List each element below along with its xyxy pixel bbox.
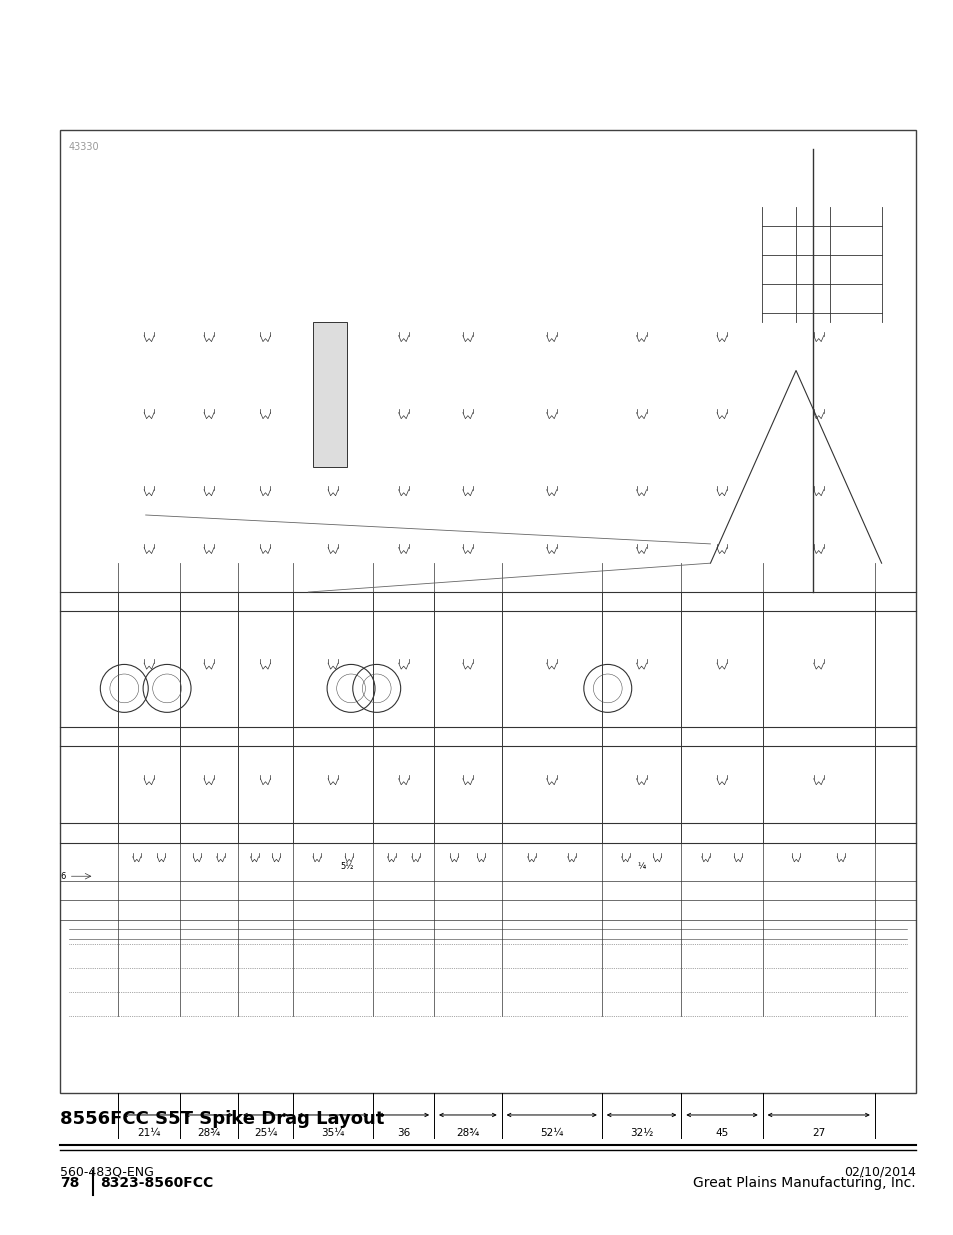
Text: 28¾: 28¾ bbox=[456, 1128, 479, 1137]
Text: 8556FCC S5T Spike Drag Layout: 8556FCC S5T Spike Drag Layout bbox=[60, 1110, 384, 1128]
Text: 28¾: 28¾ bbox=[197, 1128, 220, 1137]
Text: 8323-8560FCC: 8323-8560FCC bbox=[100, 1176, 213, 1191]
Text: ¼: ¼ bbox=[638, 862, 645, 871]
Bar bbox=[60, 130, 915, 1093]
Bar bbox=[313, 322, 346, 467]
Text: 27: 27 bbox=[811, 1128, 824, 1137]
Text: 52¼: 52¼ bbox=[539, 1128, 563, 1137]
Text: 6: 6 bbox=[60, 872, 66, 881]
Text: 5½: 5½ bbox=[339, 862, 354, 871]
Text: Great Plains Manufacturing, Inc.: Great Plains Manufacturing, Inc. bbox=[693, 1176, 915, 1191]
Text: 25¼: 25¼ bbox=[253, 1128, 277, 1137]
Text: 560-483Q-ENG: 560-483Q-ENG bbox=[60, 1166, 153, 1178]
Text: 35¼: 35¼ bbox=[321, 1128, 344, 1137]
Text: 43330: 43330 bbox=[68, 142, 98, 152]
Text: 45: 45 bbox=[715, 1128, 728, 1137]
Text: 36: 36 bbox=[396, 1128, 410, 1137]
Text: 21¼: 21¼ bbox=[137, 1128, 161, 1137]
Text: 32½: 32½ bbox=[629, 1128, 653, 1137]
Text: 02/10/2014: 02/10/2014 bbox=[843, 1166, 915, 1178]
Text: 78: 78 bbox=[60, 1176, 79, 1191]
